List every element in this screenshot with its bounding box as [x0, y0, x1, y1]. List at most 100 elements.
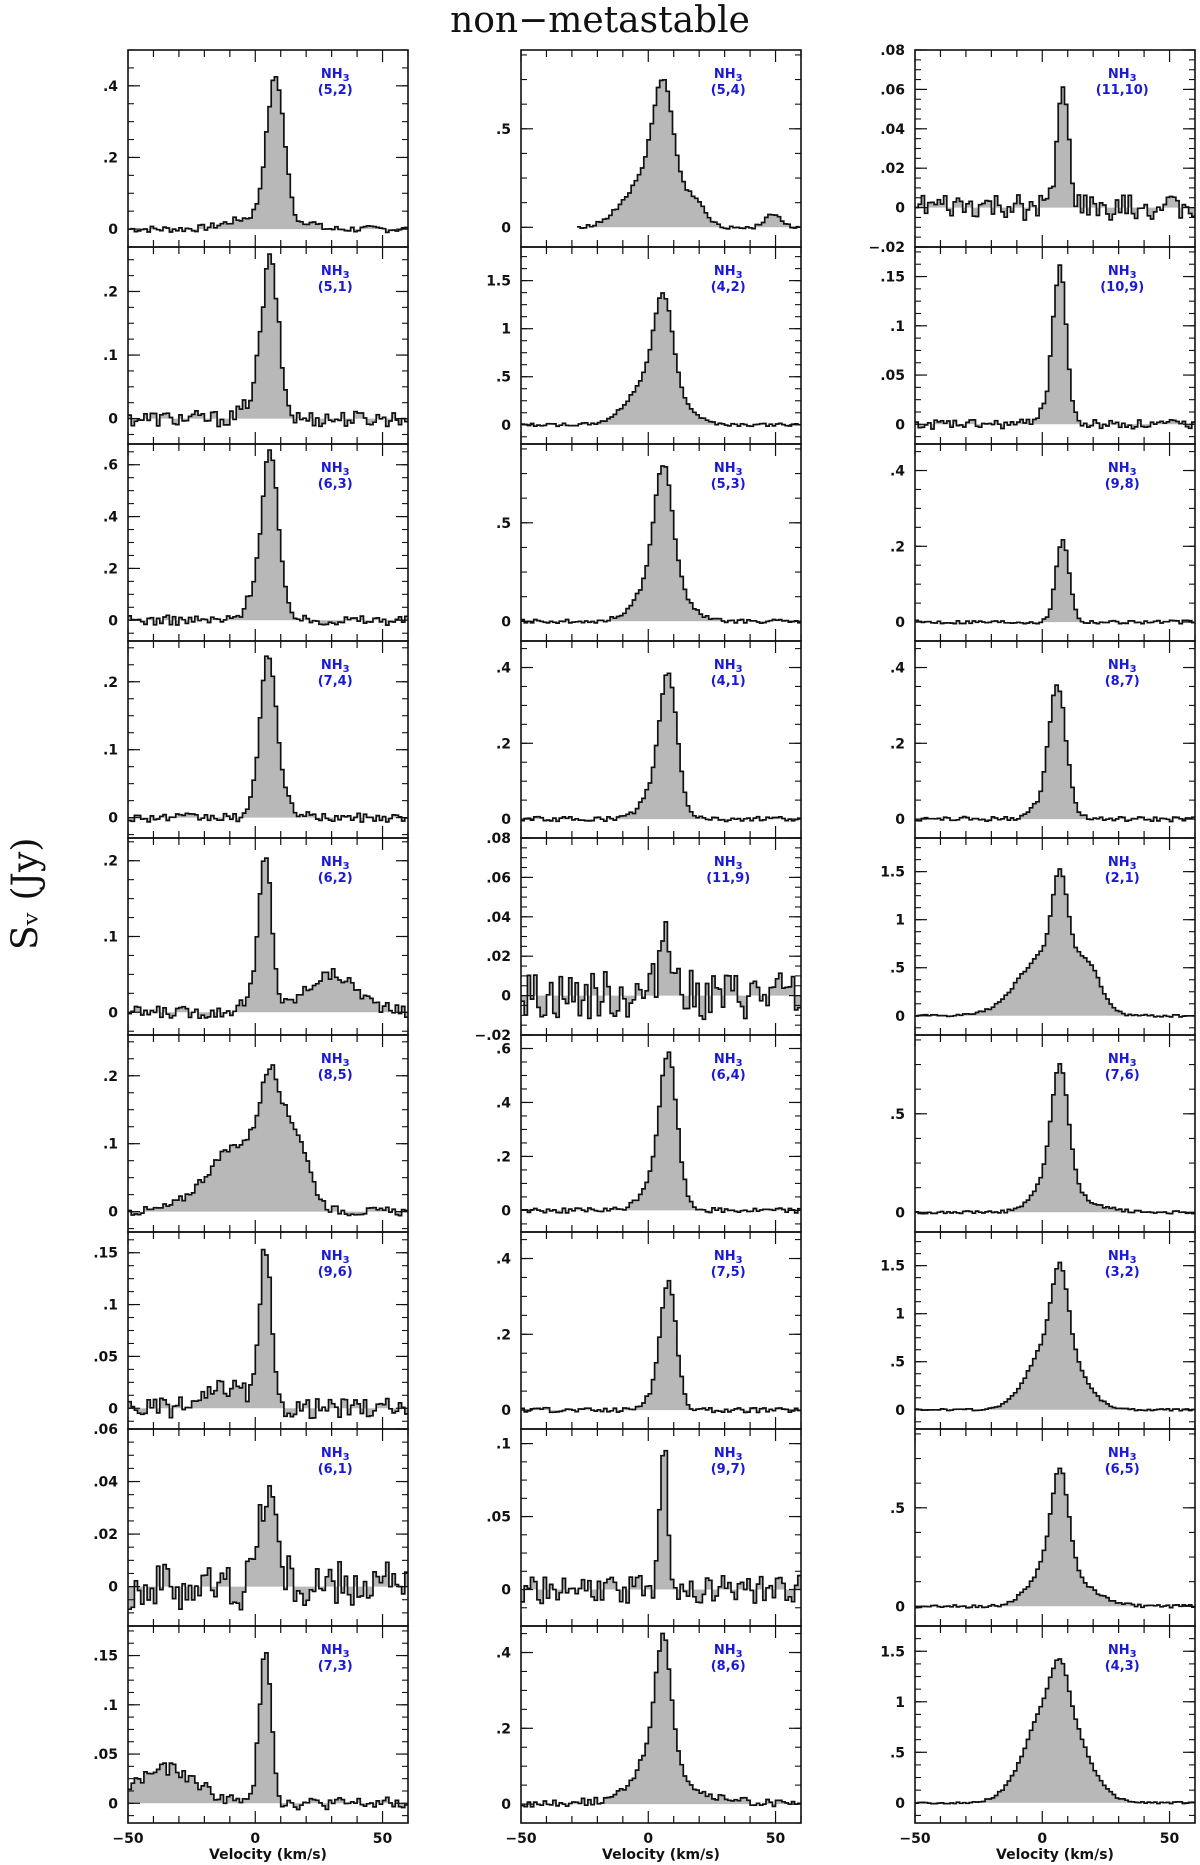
y-tick-label: 0	[108, 1205, 118, 1221]
spectrum-panel: 0 .2 .4 NH3(5,2)	[103, 49, 409, 248]
y-tick-label: .05	[93, 1349, 118, 1365]
spectrum-panel: 0 .05 .1 .15 NH3(10,9)	[880, 246, 1196, 445]
transition-label: NH3	[1108, 1643, 1137, 1660]
spectrum-fill	[915, 1262, 1195, 1411]
y-tick-label: −.02	[868, 240, 905, 256]
spectrum-panel: 0 .05 .1 .15 NH3(9,6)	[93, 1231, 409, 1430]
transition-label: NH3	[321, 1446, 350, 1463]
y-tick-label: .4	[496, 1646, 511, 1662]
spectrum-panel: 0 .5 NH3(5,3)	[496, 443, 802, 642]
spectrum-fill	[915, 265, 1195, 429]
y-tick-label: .15	[880, 270, 905, 286]
transition-label: NH3	[321, 658, 350, 675]
spectrum-line	[521, 1279, 801, 1414]
x-tick-label: 0	[1037, 1831, 1047, 1847]
transition-quantum-numbers: (9,7)	[711, 1462, 746, 1477]
transition-quantum-numbers: (8,5)	[318, 1068, 353, 1083]
transition-label: NH3	[321, 1643, 350, 1660]
y-tick-label: .2	[890, 736, 905, 752]
y-tick-label: .02	[93, 1527, 118, 1543]
transition-quantum-numbers: (10,9)	[1100, 280, 1144, 295]
spectrum-fill	[915, 685, 1195, 822]
y-tick-label: .5	[890, 1355, 905, 1371]
y-tick-label: 1	[895, 1695, 905, 1711]
spectrum-fill	[128, 254, 408, 427]
spectrum-panel: 0 .2 .4 NH3(8,7)	[890, 640, 1196, 839]
y-tick-label: 0	[108, 1401, 118, 1417]
transition-quantum-numbers: (5,4)	[711, 83, 746, 98]
spectrum-line	[128, 1248, 408, 1419]
y-tick-label: .1	[103, 348, 118, 364]
spectrum-line	[915, 264, 1195, 430]
y-tick-label: .4	[496, 1095, 511, 1111]
transition-label: NH3	[714, 1249, 743, 1266]
transition-quantum-numbers: (4,2)	[711, 280, 746, 295]
transition-label: NH3	[321, 855, 350, 872]
y-tick-label: .1	[103, 743, 118, 759]
y-tick-label: .1	[103, 1137, 118, 1153]
y-tick-label: .15	[93, 1649, 118, 1665]
panel-frame	[520, 1625, 802, 1824]
y-tick-label: .06	[93, 1422, 118, 1438]
transition-label: NH3	[714, 1643, 743, 1660]
spectrum-panel: 0 .2 .4 NH3(8,6) −50 0 50 Velocity (km/s)	[496, 1625, 802, 1863]
y-tick-label: 1.5	[880, 865, 905, 881]
y-tick-label: 1	[895, 913, 905, 929]
spectrum-panel: 0 .1 .2 NH3(6,2)	[103, 837, 409, 1036]
panel-frame	[127, 1625, 409, 1824]
spectrum-line	[915, 86, 1195, 221]
spectrum-panel: −.02 0 .02 .04 .06 .08 NH3(11,10)	[868, 43, 1196, 256]
transition-quantum-numbers: (7,5)	[711, 1265, 746, 1280]
y-tick-label: .1	[103, 1298, 118, 1314]
y-tick-label: .2	[103, 561, 118, 577]
spectrum-panel: 0 .02 .04 .06 NH3(6,1)	[93, 1422, 409, 1627]
panel-frame	[914, 1625, 1196, 1824]
y-tick-label: 0	[501, 614, 511, 630]
y-tick-label: 0	[895, 615, 905, 631]
y-tick-label: 0	[895, 1009, 905, 1025]
transition-label: NH3	[1108, 855, 1137, 872]
spectrum-line	[128, 1064, 408, 1217]
y-tick-label: .2	[496, 736, 511, 752]
y-tick-label: .04	[486, 910, 511, 926]
y-tick-label: 0	[895, 417, 905, 433]
y-tick-label: 0	[501, 989, 511, 1005]
y-tick-label: .1	[496, 1437, 511, 1453]
spectrum-fill	[128, 1652, 408, 1810]
y-tick-label: .2	[103, 1069, 118, 1085]
y-tick-label: .08	[486, 831, 511, 847]
spectrum-line	[128, 253, 408, 428]
spectrum-line	[915, 1261, 1195, 1412]
transition-quantum-numbers: (5,2)	[318, 83, 353, 98]
y-tick-label: .4	[496, 661, 511, 677]
y-tick-label: 0	[108, 613, 118, 629]
spectrum-panel: 0 .2 .4 NH3(7,5)	[496, 1231, 802, 1430]
spectrum-fill	[521, 1633, 801, 1807]
y-tick-label: .5	[496, 516, 511, 532]
spectrum-line	[128, 1484, 408, 1611]
transition-quantum-numbers: (6,1)	[318, 1462, 353, 1477]
y-tick-label: 0	[501, 220, 511, 236]
transition-label: NH3	[1108, 264, 1137, 281]
transition-quantum-numbers: (8,7)	[1105, 674, 1140, 689]
spectrum-panel: 0 .5 NH3(5,4)	[496, 49, 802, 248]
transition-quantum-numbers: (9,8)	[1105, 477, 1140, 492]
transition-quantum-numbers: (7,6)	[1105, 1068, 1140, 1083]
y-tick-label: 1.5	[880, 1259, 905, 1275]
spectrum-fill	[521, 1450, 801, 1604]
y-tick-label: 0	[108, 1580, 118, 1596]
y-tick-label: .02	[486, 949, 511, 965]
x-tick-label: 50	[373, 1831, 393, 1847]
x-axis-label: Velocity (km/s)	[209, 1847, 327, 1863]
spectrum-line	[577, 78, 800, 230]
y-tick-label: 0	[895, 1205, 905, 1221]
y-tick-label: 0	[501, 1583, 511, 1599]
y-tick-label: .15	[93, 1246, 118, 1262]
y-tick-label: .4	[890, 661, 905, 677]
y-tick-label: .5	[496, 370, 511, 386]
spectrum-panel: 0 .2 .4 NH3(9,8)	[890, 443, 1196, 642]
spectrum-fill	[521, 1052, 801, 1213]
y-tick-label: .4	[496, 1252, 511, 1268]
y-tick-label: .08	[880, 43, 905, 59]
transition-quantum-numbers: (2,1)	[1105, 871, 1140, 886]
